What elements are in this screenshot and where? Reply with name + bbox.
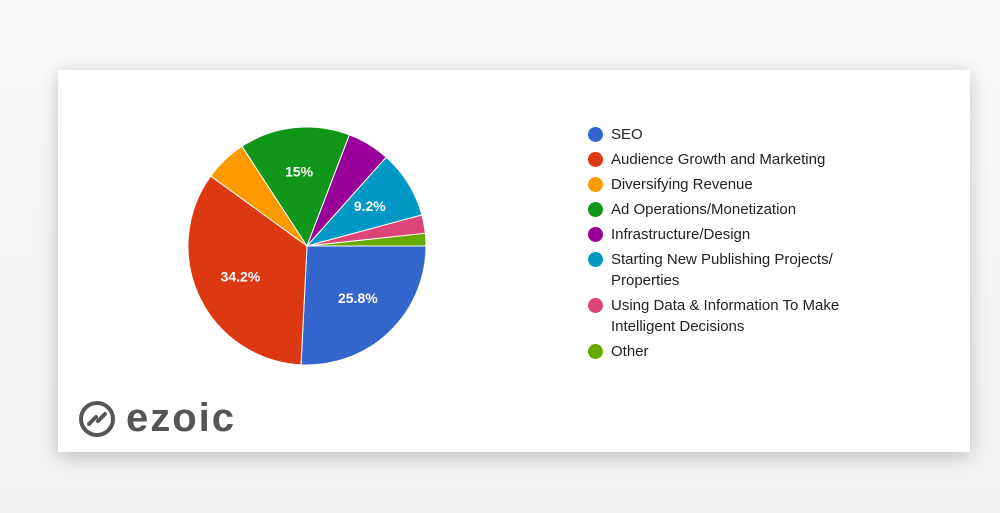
legend-swatch xyxy=(588,252,603,267)
legend-label: Starting New Publishing Projects/ Proper… xyxy=(611,251,833,289)
legend-item: Using Data & Information To Make Intelli… xyxy=(588,295,856,337)
logo-icon xyxy=(79,400,115,437)
legend-label: Audience Growth and Marketing xyxy=(611,151,826,168)
legend-label: Using Data & Information To Make Intelli… xyxy=(611,297,840,335)
legend: SEO Audience Growth and Marketing Diversif… xyxy=(588,124,868,366)
pie-slice xyxy=(306,232,427,247)
legend-item: Audience Growth and Marketing xyxy=(588,149,856,170)
pie-slice xyxy=(300,245,427,366)
data-label: 9.2% xyxy=(354,198,386,214)
legend-label: Infrastructure/Design xyxy=(611,226,751,243)
pie-slice xyxy=(241,126,351,248)
legend-swatch xyxy=(588,298,603,313)
legend-label: Ad Operations/Monetization xyxy=(611,201,797,218)
legend-label: Other xyxy=(611,343,649,360)
logo-text: ezoic xyxy=(126,396,237,440)
legend-item: Other xyxy=(588,341,856,362)
legend-item: Infrastructure/Design xyxy=(588,224,856,245)
legend-label: Diversifying Revenue xyxy=(611,176,753,193)
pie-slice xyxy=(187,175,308,366)
data-label: 15% xyxy=(285,163,314,179)
legend-swatch xyxy=(588,177,603,192)
legend-item: Starting New Publishing Projects/ Proper… xyxy=(588,249,856,291)
legend-swatch xyxy=(588,152,603,167)
legend-swatch xyxy=(588,227,603,242)
data-label: 34.2% xyxy=(221,269,261,285)
legend-swatch xyxy=(588,127,603,142)
logo: ezoic xyxy=(78,396,236,441)
data-label: 25.8% xyxy=(338,290,378,306)
legend-swatch xyxy=(588,344,603,359)
legend-item: Ad Operations/Monetization xyxy=(588,199,856,220)
legend-label: SEO xyxy=(611,126,643,143)
legend-item: Diversifying Revenue xyxy=(588,174,856,195)
legend-item: SEO xyxy=(588,124,856,145)
legend-swatch xyxy=(588,202,603,217)
